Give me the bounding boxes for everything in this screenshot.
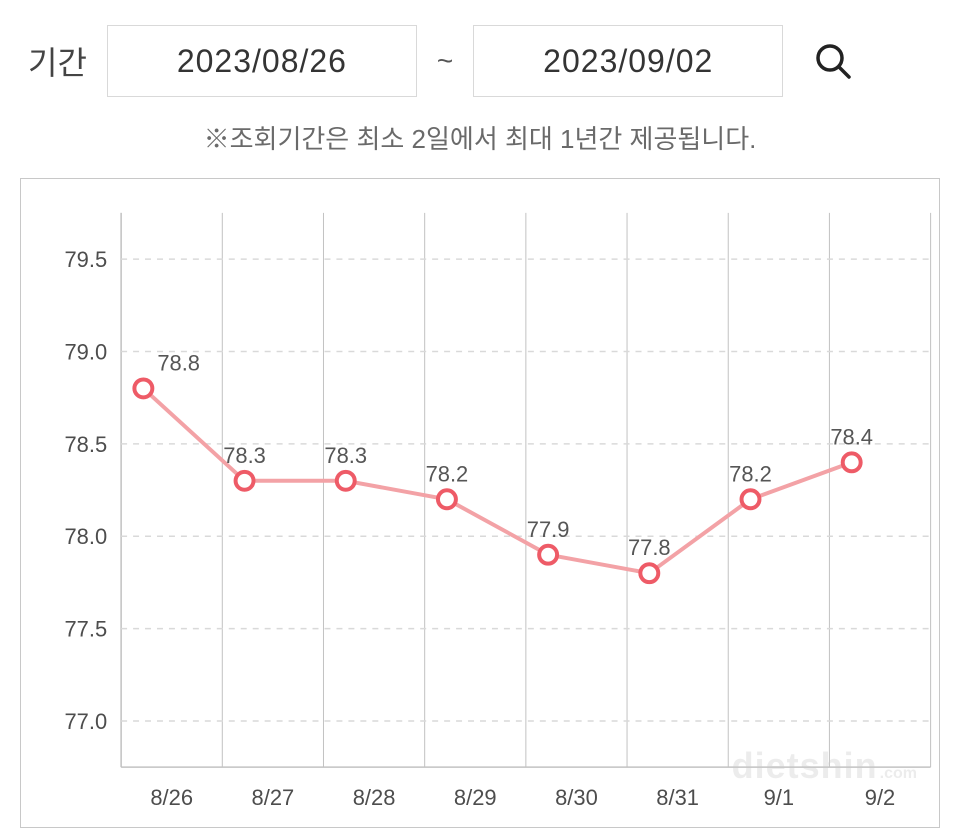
weight-chart: 77.0 77.5 78.0 78.5 79.0 79.5 8/26 8/27 8/28 8/29…: [20, 178, 940, 828]
data-point-label: 77.9: [527, 517, 570, 542]
y-tick-label: 79.5: [64, 247, 107, 272]
y-tick-label: 78.0: [64, 524, 107, 549]
y-tick-label: 77.0: [64, 709, 107, 734]
x-tick-label: 8/31: [656, 785, 699, 810]
y-tick-label: 79.0: [64, 339, 107, 364]
period-label: 기간: [28, 38, 87, 84]
data-point: [134, 379, 152, 397]
x-tick-label: 9/1: [764, 785, 794, 810]
date-range-controls: 기간 2023/08/26 ~ 2023/09/02: [0, 0, 960, 115]
data-point: [640, 564, 658, 582]
date-to-input[interactable]: 2023/09/02: [473, 25, 783, 97]
search-button[interactable]: [809, 37, 857, 85]
chart-svg: 77.0 77.5 78.0 78.5 79.0 79.5 8/26 8/27 8/28 8/29…: [21, 179, 939, 827]
x-tick-label: 8/26: [150, 785, 193, 810]
date-from-input[interactable]: 2023/08/26: [107, 25, 417, 97]
data-point-label: 78.3: [324, 443, 367, 468]
y-tick-label: 78.5: [64, 432, 107, 457]
data-point: [236, 472, 254, 490]
period-note: ※조회기간은 최소 2일에서 최대 1년간 제공됩니다.: [0, 119, 960, 156]
x-tick-label: 9/2: [865, 785, 895, 810]
x-tick-label: 8/27: [252, 785, 295, 810]
data-point-label: 78.3: [223, 443, 266, 468]
data-point-label: 78.2: [426, 461, 469, 486]
search-icon: [813, 41, 853, 81]
y-tick-label: 77.5: [64, 617, 107, 642]
date-range-separator: ~: [437, 45, 453, 77]
x-tick-label: 8/28: [353, 785, 396, 810]
data-point: [742, 490, 760, 508]
x-tick-label: 8/29: [454, 785, 497, 810]
data-point: [843, 453, 861, 471]
x-tick-label: 8/30: [555, 785, 598, 810]
data-point-label: 77.8: [628, 535, 671, 560]
data-point-label: 78.4: [830, 424, 873, 449]
data-point: [438, 490, 456, 508]
data-point: [337, 472, 355, 490]
data-point-label: 78.2: [729, 461, 772, 486]
data-point: [539, 546, 557, 564]
data-point-label: 78.8: [157, 350, 200, 375]
